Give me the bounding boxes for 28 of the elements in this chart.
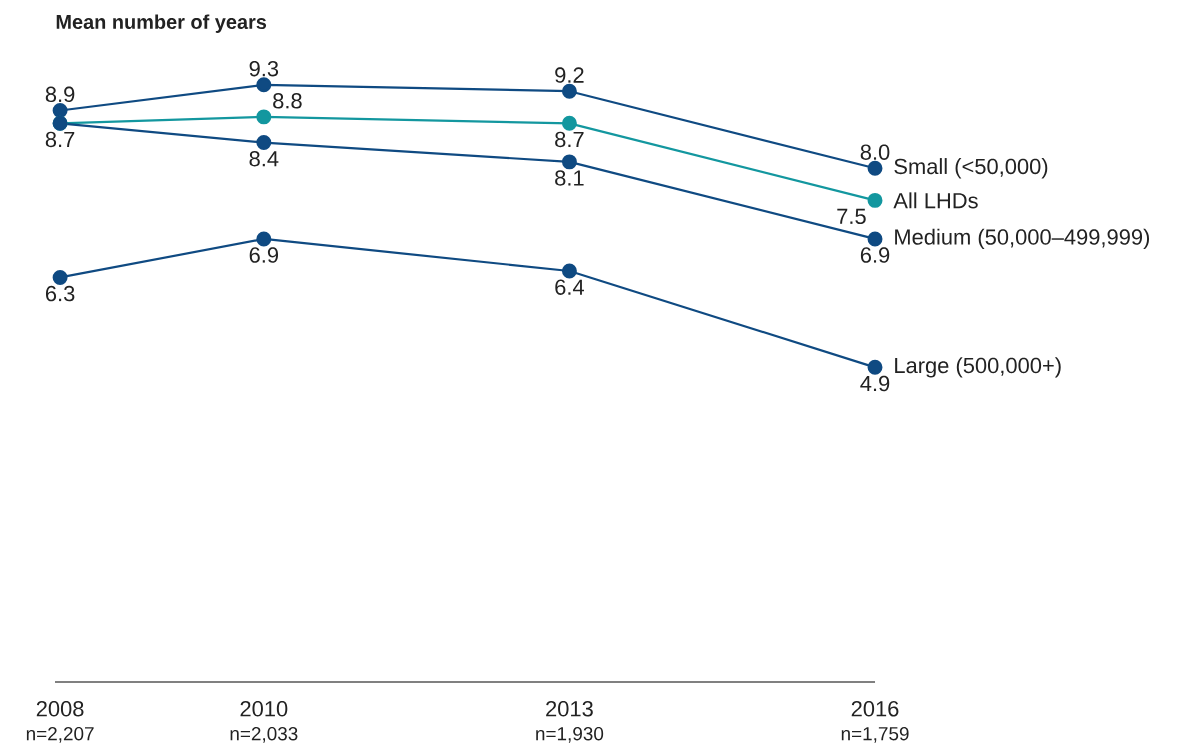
x-tick-label: 2010 [240, 701, 288, 717]
text: n=1,930 [536, 726, 604, 743]
series-label: Medium (50,000–499,999) [895, 228, 1150, 250]
data-label: 8.8 [273, 93, 302, 109]
data-label: 8.7 [45, 131, 75, 148]
data-label: 7.5 [837, 208, 866, 225]
data-label: 8.9 [45, 86, 75, 103]
series-label: All LHDs [893, 192, 978, 209]
chart-title: Mean number of years [56, 14, 267, 33]
text: n=2,207 [26, 726, 94, 743]
x-tick-label: 2008 [36, 701, 84, 717]
data-label: 8.0 [860, 144, 890, 160]
data-label: 9.3 [249, 60, 279, 77]
data-label: 6.9 [860, 247, 890, 263]
data-label: 8.4 [249, 150, 279, 167]
data-label: 6.4 [555, 279, 584, 295]
text: n=1,759 [841, 726, 909, 743]
data-label: 9.2 [555, 67, 584, 83]
x-tick-label: 2016 [851, 701, 899, 717]
data-label: 8.7 [555, 131, 584, 148]
data-label: 6.9 [249, 247, 279, 263]
data-label: 4.9 [860, 375, 890, 392]
series-label: Large (500,000+) [895, 357, 1061, 378]
data-label: 6.3 [45, 285, 75, 302]
data-label: 8.1 [555, 170, 584, 186]
text: n=2,033 [230, 726, 298, 743]
series-label: Small (<50,000) [894, 158, 1048, 179]
x-tick-label: 2013 [546, 701, 593, 717]
